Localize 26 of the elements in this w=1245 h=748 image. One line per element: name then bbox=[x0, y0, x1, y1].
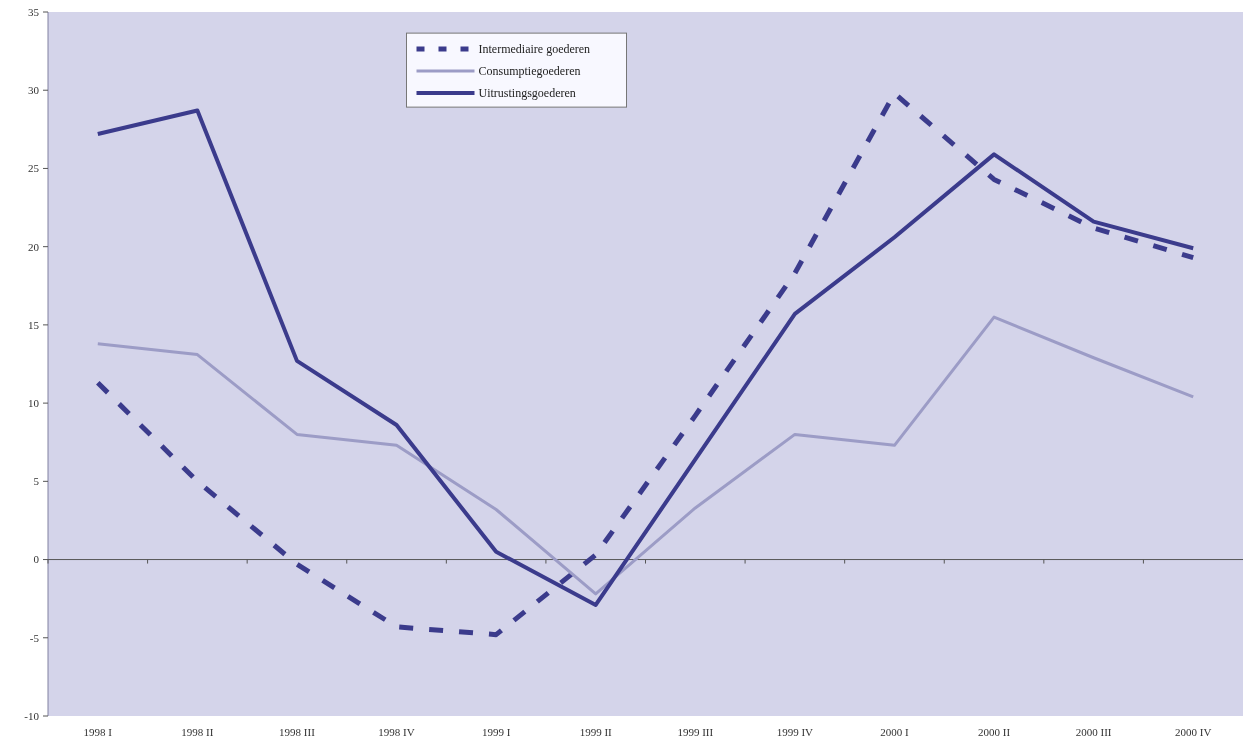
x-tick-label: 1999 II bbox=[579, 726, 613, 738]
x-tick-label: 1999 III bbox=[677, 726, 714, 738]
line-series bbox=[96, 315, 1195, 596]
legend-label: Consumptiegoederen bbox=[478, 64, 581, 79]
x-tick-label: 1999 I bbox=[481, 726, 511, 738]
x-tick-label: 1999 IV bbox=[776, 726, 814, 738]
y-tick-label: 0 bbox=[33, 553, 40, 566]
legend-label: Intermediaire goederen bbox=[478, 42, 591, 57]
x-tick-label: 2000 IV bbox=[1175, 726, 1212, 738]
y-tick-label: 30 bbox=[28, 84, 40, 97]
x-tick-label: 2000 III bbox=[1075, 726, 1112, 738]
y-tick-label: 5 bbox=[33, 475, 40, 488]
x-tick-label: 2000 II bbox=[978, 726, 1011, 738]
y-tick-label: -10 bbox=[24, 709, 40, 722]
x-tick-label: 1998 IV bbox=[378, 726, 415, 738]
legend-label: Uitrustingsgoederen bbox=[478, 86, 576, 101]
y-tick-label: 20 bbox=[28, 240, 40, 253]
x-tick-label: 1998 I bbox=[83, 726, 113, 738]
y-tick-label: 15 bbox=[28, 318, 40, 331]
y-tick-label: 10 bbox=[28, 396, 40, 409]
y-tick-label: 25 bbox=[28, 162, 40, 175]
x-tick-label: 1998 II bbox=[181, 726, 214, 738]
x-tick-label: 1998 III bbox=[279, 726, 316, 738]
x-tick-label: 2000 I bbox=[880, 726, 909, 738]
y-tick-label: -5 bbox=[29, 631, 40, 644]
y-tick-label: 35 bbox=[28, 5, 40, 18]
